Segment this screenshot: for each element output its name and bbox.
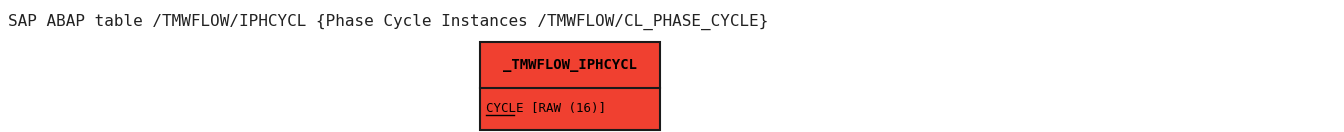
Text: CYCLE [RAW (16)]: CYCLE [RAW (16)] [487, 102, 606, 115]
Text: SAP ABAP table /TMWFLOW/IPHCYCL {Phase Cycle Instances /TMWFLOW/CL_PHASE_CYCLE}: SAP ABAP table /TMWFLOW/IPHCYCL {Phase C… [8, 14, 769, 30]
Bar [480, 42, 660, 130]
Text: _TMWFLOW_IPHCYCL: _TMWFLOW_IPHCYCL [503, 58, 637, 72]
